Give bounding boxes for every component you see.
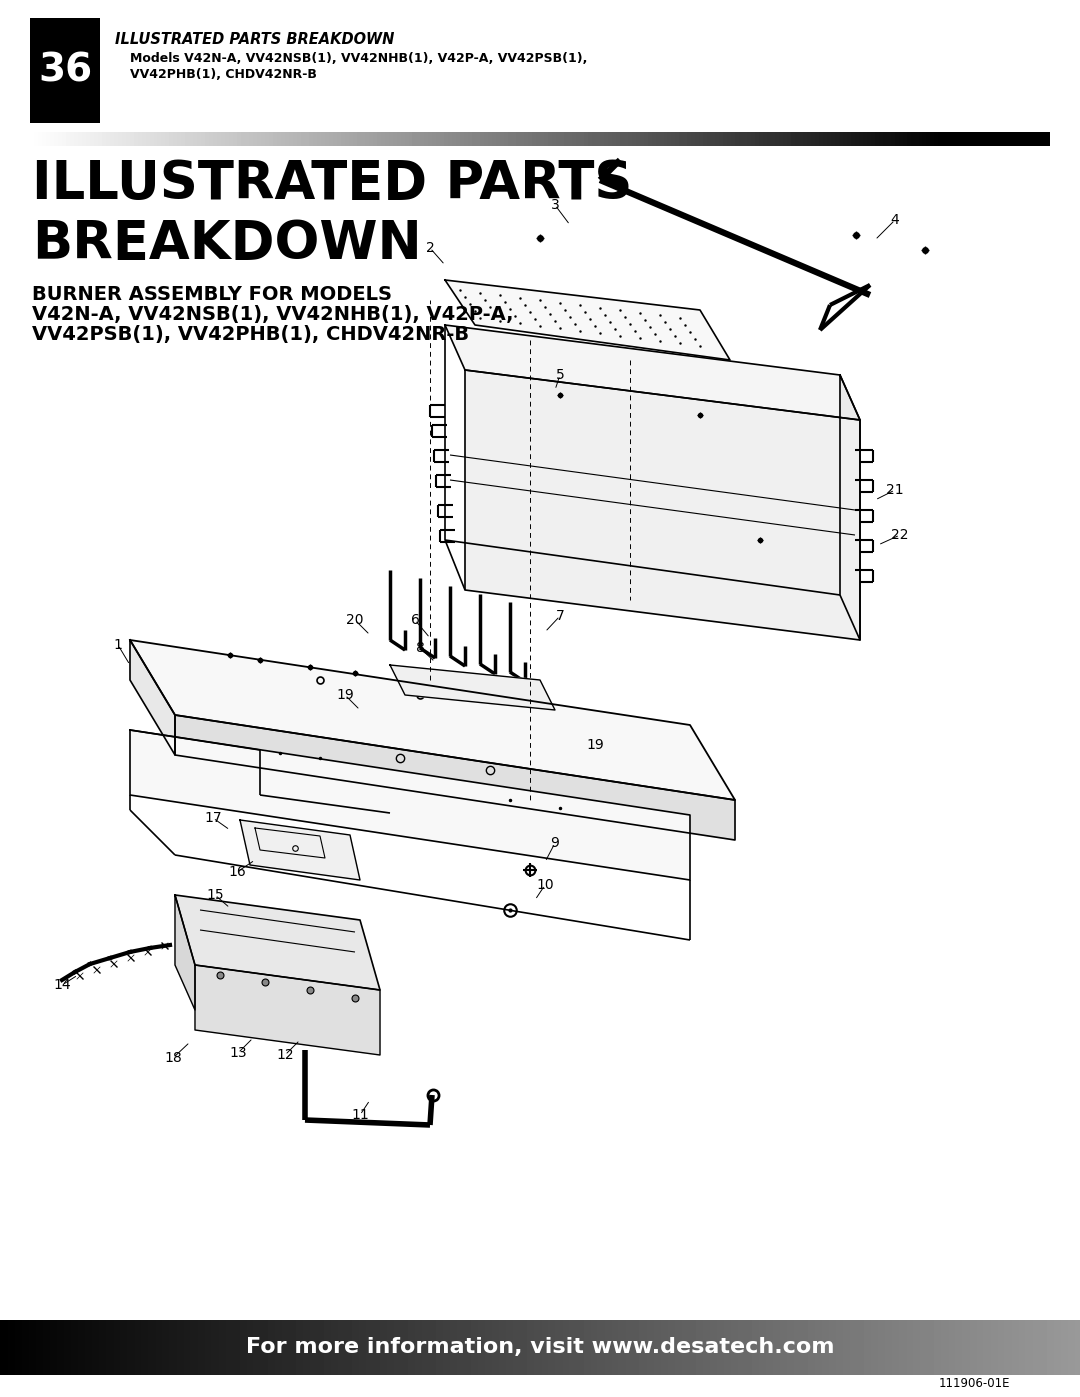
Text: 20: 20 bbox=[347, 613, 364, 627]
Polygon shape bbox=[240, 820, 360, 880]
Text: V42N-A, VV42NSB(1), VV42NHB(1), V42P-A,: V42N-A, VV42NSB(1), VV42NHB(1), V42P-A, bbox=[32, 305, 513, 324]
Text: 2: 2 bbox=[426, 242, 434, 256]
Polygon shape bbox=[130, 640, 175, 754]
Text: 11: 11 bbox=[351, 1108, 369, 1122]
Polygon shape bbox=[445, 279, 730, 360]
Polygon shape bbox=[195, 965, 380, 1055]
Text: 21: 21 bbox=[887, 483, 904, 497]
Polygon shape bbox=[445, 326, 860, 420]
Text: 10: 10 bbox=[536, 877, 554, 893]
Text: 8: 8 bbox=[416, 641, 424, 655]
Text: 19: 19 bbox=[336, 687, 354, 703]
Text: 6: 6 bbox=[410, 613, 419, 627]
Text: 1: 1 bbox=[113, 638, 122, 652]
Polygon shape bbox=[390, 665, 555, 710]
Text: 5: 5 bbox=[555, 367, 565, 381]
Text: 36: 36 bbox=[38, 52, 92, 89]
Text: 16: 16 bbox=[228, 865, 246, 879]
Text: ILLUSTRATED PARTS BREAKDOWN: ILLUSTRATED PARTS BREAKDOWN bbox=[114, 32, 394, 47]
Text: 4: 4 bbox=[891, 212, 900, 226]
Text: ILLUSTRATED PARTS: ILLUSTRATED PARTS bbox=[32, 158, 633, 210]
Text: 19: 19 bbox=[586, 738, 604, 752]
Text: 22: 22 bbox=[891, 528, 908, 542]
Polygon shape bbox=[465, 370, 860, 640]
Text: 111906-01E: 111906-01E bbox=[939, 1377, 1010, 1390]
Bar bbox=[30, 18, 100, 123]
Text: 7: 7 bbox=[555, 609, 565, 623]
Text: 18: 18 bbox=[164, 1051, 181, 1065]
Polygon shape bbox=[175, 715, 735, 840]
Text: Models V42N-A, VV42NSB(1), VV42NHB(1), V42P-A, VV42PSB(1),: Models V42N-A, VV42NSB(1), VV42NHB(1), V… bbox=[130, 52, 588, 66]
Text: BREAKDOWN: BREAKDOWN bbox=[32, 218, 422, 270]
Polygon shape bbox=[175, 895, 380, 990]
Polygon shape bbox=[130, 640, 735, 800]
Text: BURNER ASSEMBLY FOR MODELS: BURNER ASSEMBLY FOR MODELS bbox=[32, 285, 392, 305]
Text: 15: 15 bbox=[206, 888, 224, 902]
Text: 3: 3 bbox=[551, 198, 559, 212]
Text: 17: 17 bbox=[204, 812, 221, 826]
Polygon shape bbox=[840, 374, 860, 640]
Text: VV42PSB(1), VV42PHB(1), CHDV42NR-B: VV42PSB(1), VV42PHB(1), CHDV42NR-B bbox=[32, 326, 469, 344]
Polygon shape bbox=[175, 895, 195, 1010]
Text: 12: 12 bbox=[276, 1048, 294, 1062]
Text: 9: 9 bbox=[551, 835, 559, 849]
Text: 13: 13 bbox=[229, 1046, 247, 1060]
Text: For more information, visit www.desatech.com: For more information, visit www.desatech… bbox=[246, 1337, 834, 1358]
Polygon shape bbox=[130, 731, 690, 880]
Text: VV42PHB(1), CHDV42NR-B: VV42PHB(1), CHDV42NR-B bbox=[130, 68, 316, 81]
Text: 14: 14 bbox=[53, 978, 71, 992]
